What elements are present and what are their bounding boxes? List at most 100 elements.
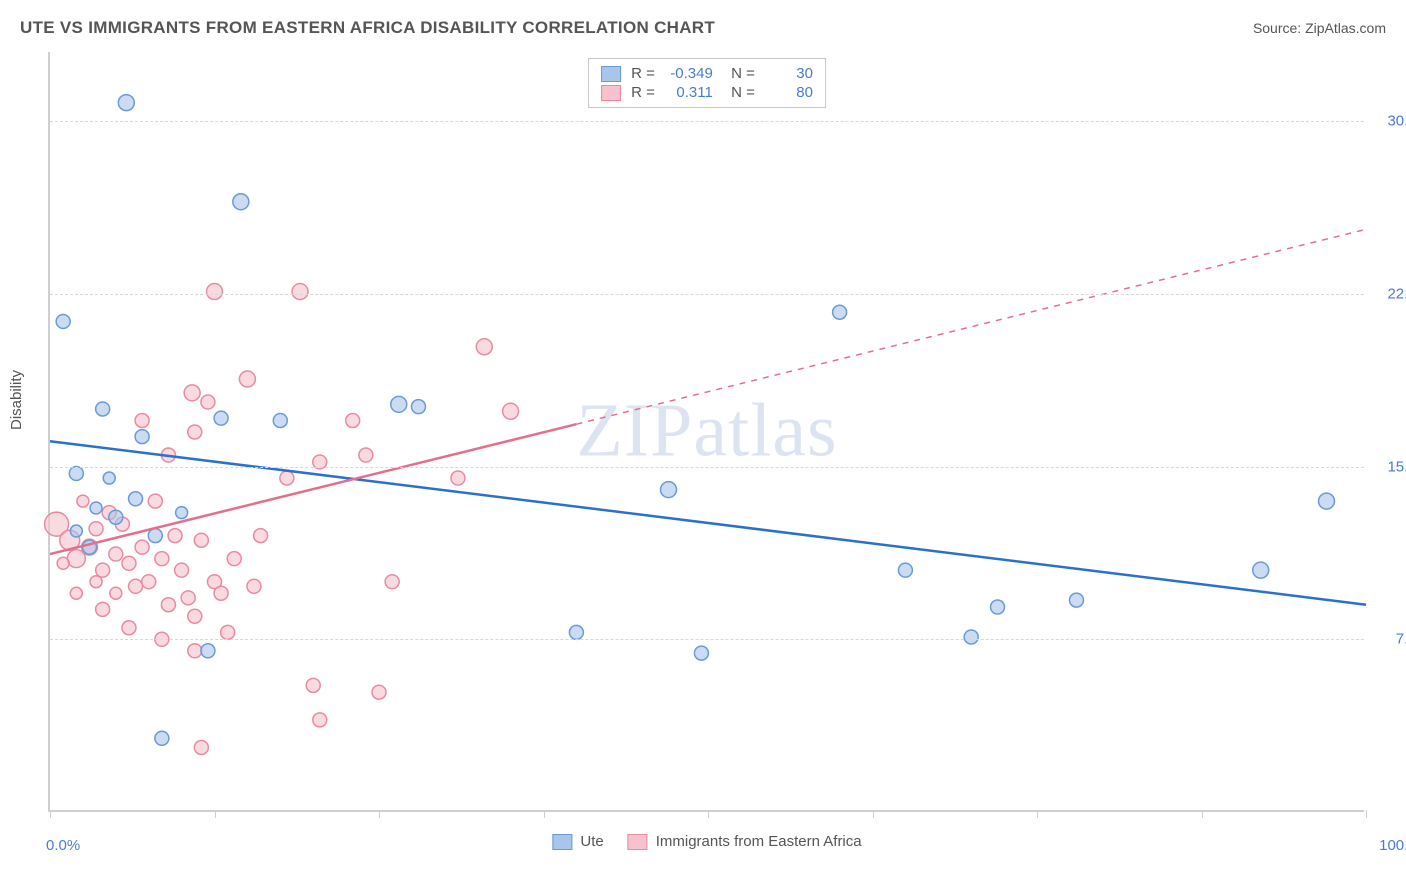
x-tick bbox=[1366, 810, 1367, 818]
y-axis-label: Disability bbox=[8, 370, 25, 430]
scatter-point-blue bbox=[56, 314, 70, 328]
x-tick bbox=[1202, 810, 1203, 818]
x-tick-label-min: 0.0% bbox=[46, 837, 80, 854]
scatter-point-pink bbox=[451, 471, 465, 485]
scatter-point-blue bbox=[964, 630, 978, 644]
scatter-point-blue bbox=[898, 563, 912, 577]
scatter-point-blue bbox=[694, 646, 708, 660]
scatter-point-blue bbox=[569, 625, 583, 639]
scatter-point-pink bbox=[155, 552, 169, 566]
scatter-point-pink bbox=[57, 557, 69, 569]
legend-series: Ute Immigrants from Eastern Africa bbox=[552, 833, 861, 850]
n-label: N = bbox=[723, 84, 755, 101]
scatter-point-blue bbox=[69, 466, 83, 480]
scatter-point-blue bbox=[155, 731, 169, 745]
gridline bbox=[50, 121, 1364, 122]
scatter-point-pink bbox=[346, 413, 360, 427]
scatter-point-pink bbox=[194, 741, 208, 755]
scatter-point-blue bbox=[411, 400, 425, 414]
scatter-point-pink bbox=[148, 494, 162, 508]
x-tick-label-max: 100.0% bbox=[1379, 837, 1406, 854]
scatter-point-pink bbox=[161, 598, 175, 612]
scatter-point-pink bbox=[181, 591, 195, 605]
scatter-point-pink bbox=[135, 540, 149, 554]
chart-title: UTE VS IMMIGRANTS FROM EASTERN AFRICA DI… bbox=[20, 18, 715, 38]
scatter-point-blue bbox=[233, 194, 249, 210]
scatter-point-pink bbox=[254, 529, 268, 543]
scatter-point-pink bbox=[214, 586, 228, 600]
scatter-point-blue bbox=[991, 600, 1005, 614]
scatter-point-pink bbox=[280, 471, 294, 485]
chart-header: UTE VS IMMIGRANTS FROM EASTERN AFRICA DI… bbox=[20, 18, 1386, 38]
plot-area: ZIPatlas R = -0.349 N = 30 R = 0.311 N =… bbox=[48, 52, 1364, 812]
r-label: R = bbox=[631, 84, 655, 101]
scatter-point-pink bbox=[503, 403, 519, 419]
x-tick bbox=[1037, 810, 1038, 818]
scatter-point-blue bbox=[90, 502, 102, 514]
scatter-point-pink bbox=[184, 385, 200, 401]
y-tick-label: 22.5% bbox=[1370, 285, 1406, 302]
scatter-point-pink bbox=[188, 609, 202, 623]
scatter-point-pink bbox=[221, 625, 235, 639]
y-tick-label: 15.0% bbox=[1370, 458, 1406, 475]
scatter-point-pink bbox=[247, 579, 261, 593]
x-tick bbox=[50, 810, 51, 818]
scatter-point-blue bbox=[118, 95, 134, 111]
scatter-point-pink bbox=[96, 563, 110, 577]
scatter-point-pink bbox=[201, 395, 215, 409]
y-tick-label: 7.5% bbox=[1370, 631, 1406, 648]
y-tick-label: 30.0% bbox=[1370, 113, 1406, 130]
scatter-point-pink bbox=[96, 602, 110, 616]
scatter-point-pink bbox=[292, 284, 308, 300]
scatter-point-blue bbox=[176, 507, 188, 519]
scatter-point-pink bbox=[110, 587, 122, 599]
scatter-point-pink bbox=[70, 587, 82, 599]
scatter-point-blue bbox=[70, 525, 82, 537]
scatter-point-pink bbox=[90, 576, 102, 588]
scatter-point-pink bbox=[168, 529, 182, 543]
x-tick bbox=[873, 810, 874, 818]
n-value-pink: 80 bbox=[765, 84, 813, 101]
chart-source: Source: ZipAtlas.com bbox=[1253, 20, 1386, 36]
scatter-point-pink bbox=[227, 552, 241, 566]
gridline bbox=[50, 294, 1364, 295]
legend-stats-row-pink: R = 0.311 N = 80 bbox=[601, 83, 813, 102]
scatter-point-pink bbox=[372, 685, 386, 699]
scatter-point-pink bbox=[207, 284, 223, 300]
trend-line-pink bbox=[50, 424, 576, 554]
scatter-point-pink bbox=[129, 579, 143, 593]
swatch-pink bbox=[601, 85, 621, 101]
scatter-point-blue bbox=[273, 413, 287, 427]
scatter-point-blue bbox=[833, 305, 847, 319]
legend-label-blue: Ute bbox=[580, 833, 603, 850]
legend-label-pink: Immigrants from Eastern Africa bbox=[656, 833, 862, 850]
scatter-point-pink bbox=[122, 621, 136, 635]
scatter-point-pink bbox=[142, 575, 156, 589]
scatter-point-blue bbox=[109, 510, 123, 524]
scatter-point-blue bbox=[103, 472, 115, 484]
scatter-point-pink bbox=[385, 575, 399, 589]
scatter-point-pink bbox=[89, 522, 103, 536]
n-value-blue: 30 bbox=[765, 65, 813, 82]
scatter-point-blue bbox=[201, 644, 215, 658]
legend-stats: R = -0.349 N = 30 R = 0.311 N = 80 bbox=[588, 58, 826, 108]
scatter-point-pink bbox=[175, 563, 189, 577]
scatter-point-pink bbox=[306, 678, 320, 692]
scatter-point-blue bbox=[661, 482, 677, 498]
scatter-point-blue bbox=[129, 492, 143, 506]
gridline bbox=[50, 467, 1364, 468]
r-value-pink: 0.311 bbox=[665, 84, 713, 101]
legend-item-blue: Ute bbox=[552, 833, 603, 850]
scatter-point-blue bbox=[214, 411, 228, 425]
scatter-point-pink bbox=[77, 495, 89, 507]
scatter-point-pink bbox=[135, 413, 149, 427]
scatter-point-pink bbox=[476, 339, 492, 355]
x-tick bbox=[215, 810, 216, 818]
scatter-point-pink bbox=[359, 448, 373, 462]
scatter-point-pink bbox=[194, 533, 208, 547]
scatter-point-blue bbox=[1319, 493, 1335, 509]
scatter-point-blue bbox=[148, 529, 162, 543]
trend-line-dashed-pink bbox=[576, 229, 1366, 424]
scatter-point-pink bbox=[239, 371, 255, 387]
gridline bbox=[50, 639, 1364, 640]
